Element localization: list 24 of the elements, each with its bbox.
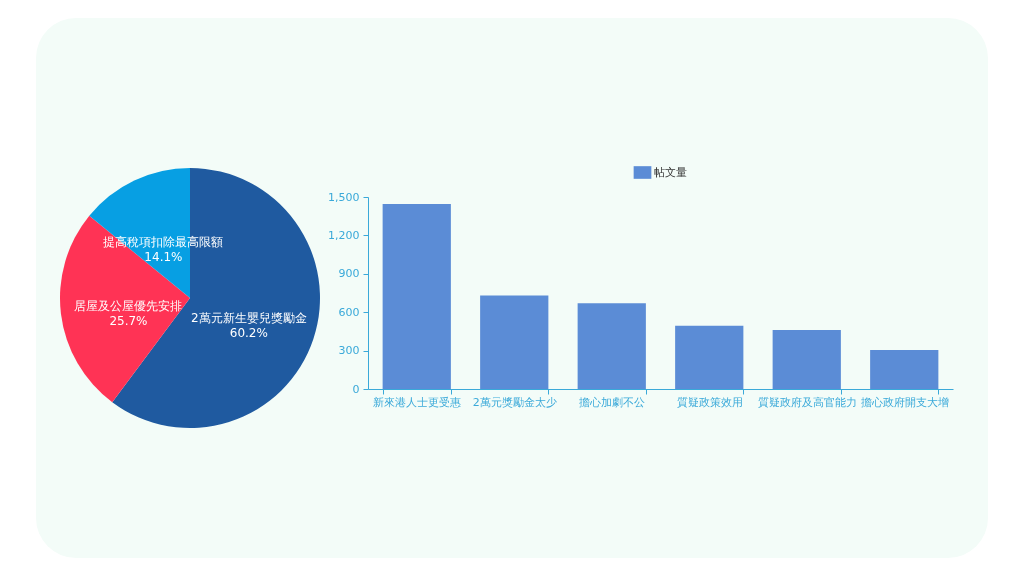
y-tick-label: 900 xyxy=(338,267,360,281)
data-label: 25.7% xyxy=(109,313,148,328)
x-tick-label: 新來港人士更受惠 xyxy=(373,395,462,409)
data-label: 14.1% xyxy=(144,249,183,264)
slice-label: 2萬元新生嬰兒獎勵金 xyxy=(191,310,307,325)
y-tick-label: 300 xyxy=(338,344,360,358)
y-tick-label: 1,200 xyxy=(328,228,360,242)
bar xyxy=(480,295,549,389)
bar xyxy=(675,325,744,389)
slice-label: 居屋及公屋優先安排 xyxy=(74,298,183,313)
bar xyxy=(870,349,939,389)
y-tick-label: 600 xyxy=(338,305,360,319)
bar xyxy=(577,303,646,389)
y-tick-label: 0 xyxy=(352,382,360,396)
x-tick-label: 擔心政府開支大增 xyxy=(860,395,949,409)
x-tick-label: 質疑政策效用 xyxy=(676,395,743,409)
bar xyxy=(772,330,841,389)
x-tick-label: 擔心加劇不公 xyxy=(579,395,646,409)
data-label: 60.2% xyxy=(229,325,268,340)
legend-label: 帖文量 xyxy=(654,165,687,179)
x-tick-label: 2萬元獎勵金太少 xyxy=(472,395,557,409)
y-tick-label: 1,500 xyxy=(328,190,360,204)
x-tick-label: 質疑政府及高官能力 xyxy=(757,395,857,409)
bar xyxy=(382,204,451,389)
